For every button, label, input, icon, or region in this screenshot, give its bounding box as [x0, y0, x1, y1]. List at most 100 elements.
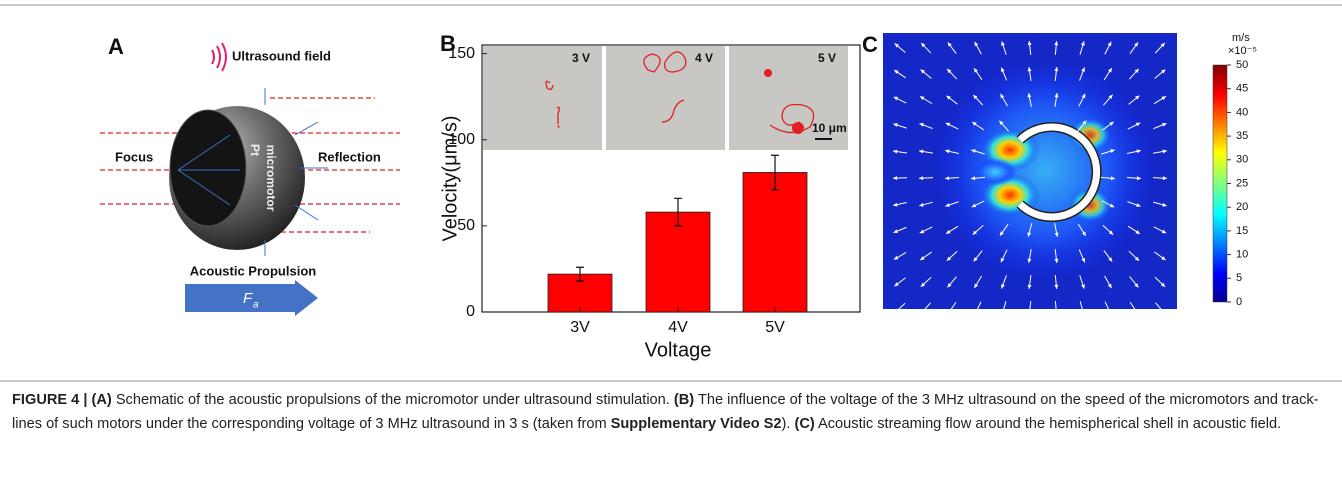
colorbar-tick-label: 45 [1236, 83, 1248, 95]
arrow-head [1081, 257, 1086, 263]
arrow-head [1027, 232, 1032, 237]
y-tick-label: 50 [457, 217, 475, 234]
arrow-head [1135, 229, 1140, 234]
arrow-head [999, 120, 1004, 126]
arrow-head [1000, 67, 1005, 73]
arrow-head [1081, 67, 1085, 72]
x-tick-label: 5V [765, 319, 785, 336]
panel-b: B 3 V 4 V 5 V 10 μm 0 50 100 150 Velocity(μm/s) V… [439, 31, 861, 361]
arrow-head [1110, 149, 1115, 153]
propulsion-label: Acoustic Propulsion [190, 263, 316, 278]
arrow-head [920, 282, 926, 287]
caption-text: (B) [673, 392, 695, 408]
arrow-head [896, 308, 897, 309]
flow-arrow [976, 301, 982, 309]
arrow-head [1161, 96, 1166, 101]
colorbar-tick-label: 0 [1236, 296, 1242, 308]
colorbar-tick-label: 10 [1236, 249, 1248, 261]
inset-image [483, 46, 602, 150]
error-bar [576, 266, 584, 282]
arrow-head [974, 283, 979, 288]
arrow-head [893, 149, 898, 154]
material-label: Pt [248, 144, 262, 156]
bar [742, 172, 808, 313]
arrow-head [1001, 310, 1005, 314]
flow-arrow [1104, 301, 1110, 309]
arrow-head [1160, 282, 1166, 287]
arrow-head [1161, 229, 1167, 234]
x-tick-label: 4V [668, 319, 688, 336]
flow-arrow [1079, 301, 1083, 309]
arrow-head [1161, 256, 1166, 261]
caption-text: FIGURE 4 | [12, 392, 92, 408]
field-map [883, 33, 1177, 315]
arrow-head [1108, 257, 1113, 262]
flow-arrow [950, 301, 957, 309]
panel-label: C [862, 32, 878, 57]
arrow-head [974, 68, 978, 73]
panel-label: A [108, 34, 124, 59]
arrow-head [1107, 283, 1112, 289]
arrow-head [1110, 176, 1115, 181]
y-axis-label: Velocity(μm/s) [439, 116, 461, 242]
arrow-head [1109, 121, 1114, 126]
arrow-head [1162, 176, 1167, 181]
caption-text: Acoustic streaming flow around the hemis… [814, 415, 1282, 432]
unit-label: m/s [1232, 32, 1250, 44]
track-line [643, 51, 687, 123]
arrow-head [921, 42, 926, 48]
arrow-head [1081, 231, 1086, 236]
arrow-head [1027, 41, 1032, 46]
flow-arrow [1054, 300, 1057, 309]
arrow-head [893, 123, 898, 127]
flow-arrow [1029, 300, 1032, 309]
arrow-head [894, 43, 900, 48]
arrow-head [1107, 68, 1112, 73]
colorbar-tick-label: 40 [1236, 106, 1248, 118]
scale-bar-label: 10 μm [812, 121, 847, 135]
force-symbol: F [243, 290, 253, 307]
y-tick-label: 150 [448, 45, 475, 62]
rays [177, 88, 328, 256]
arrow-head [893, 176, 898, 181]
arrow-head [920, 96, 925, 101]
colorbar-tick-label: 25 [1236, 177, 1248, 189]
arrow-head [1134, 42, 1139, 47]
arrow-head [1027, 67, 1032, 72]
arrow-head [1000, 93, 1005, 99]
arrow-head [946, 95, 951, 100]
track-line [545, 80, 560, 129]
arrow-head [1108, 94, 1113, 100]
flow-arrow [898, 302, 906, 309]
colorbar-tick-label: 5 [1236, 272, 1242, 284]
arrow-head [1107, 41, 1112, 47]
arrow-head [919, 149, 924, 154]
arrow-head [894, 70, 899, 74]
arrow-head [894, 282, 899, 287]
force-subscript: a [253, 300, 259, 311]
arrow-head [1081, 310, 1085, 314]
body-label: micromotor [264, 145, 278, 212]
x-tick-label: 3V [570, 319, 590, 336]
inset-label: 4 V [695, 51, 713, 65]
arrow-head [1080, 41, 1085, 46]
arrow-head [1082, 120, 1087, 125]
arrow-head [975, 310, 979, 314]
arrow-head [1160, 69, 1166, 74]
inset-label: 3 V [572, 51, 590, 65]
arrow-head [1107, 310, 1111, 314]
arrow-head [971, 149, 976, 154]
caption-text: (C) [794, 415, 815, 432]
error-bar [674, 197, 682, 227]
field-label: Ultrasound field [232, 48, 331, 63]
wave-lines [100, 97, 400, 233]
arrow-head [947, 42, 952, 47]
arrow-head [1136, 176, 1141, 181]
arrow-head [893, 255, 899, 260]
arrow-head [1135, 95, 1140, 100]
arrow-head [893, 202, 898, 207]
arrow-head [947, 282, 952, 288]
arrow-head [1001, 41, 1005, 46]
colorbar-tick-label: 35 [1236, 130, 1248, 142]
arrow-head [1054, 311, 1058, 315]
